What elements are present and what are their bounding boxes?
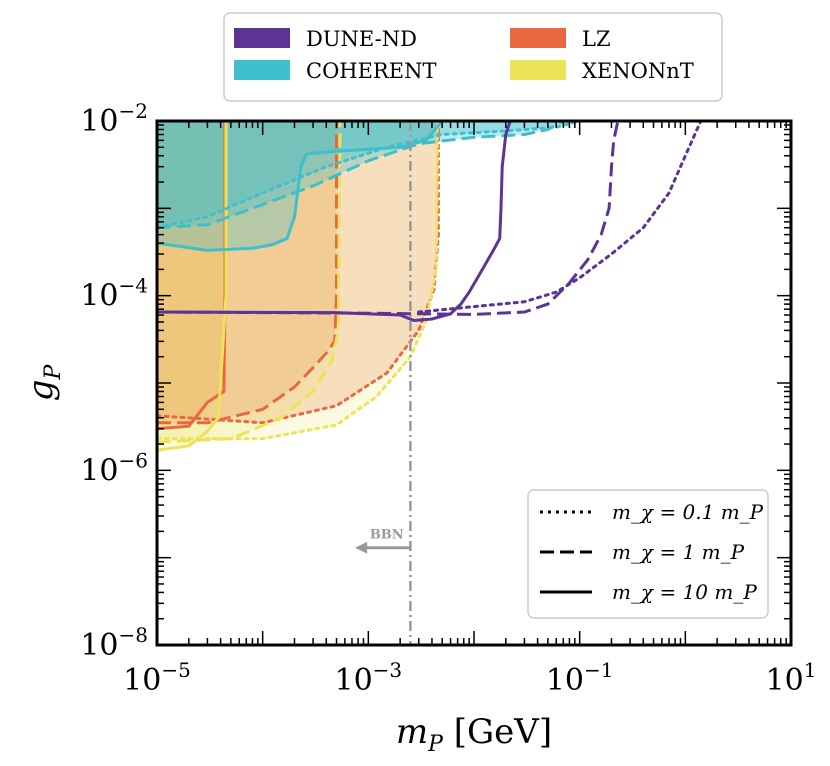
bbn-label: BBN (370, 528, 404, 543)
style-legend-box (527, 489, 769, 619)
curve-xenonnt-dashed (157, 121, 342, 444)
curve-coherent-dashed (157, 121, 565, 230)
plot-frame (155, 119, 793, 647)
y-axis-title: gP (21, 364, 66, 402)
curve-lz-dashed (157, 121, 338, 425)
legend-label-xenonnt: XENONnT (582, 59, 694, 83)
experiment-legend: DUNE-ND COHERENT LZ XENONnT (223, 12, 723, 102)
curve-lz-dotted (157, 121, 440, 425)
legend-style-label-dashed: m_χ = 1 m_P (612, 540, 745, 564)
y-tick-label: 10−6 (80, 448, 148, 488)
fill-lz-dashed (157, 121, 337, 423)
legend-swatch-xenonnt (510, 60, 566, 80)
legend-style-label-solid: m_χ = 10 m_P (612, 580, 757, 604)
x-tick-label: 10−3 (334, 658, 402, 698)
y-tick-label: 10−2 (80, 99, 148, 139)
legend-swatch-coherent (234, 60, 290, 80)
curve-dune-nd-dotted (417, 121, 703, 314)
bbn-arrowhead (355, 541, 368, 554)
fill-coherent-dashed (157, 121, 564, 228)
style-legend: m_χ = 0.1 m_P m_χ = 1 m_P m_χ = 10 m_P (527, 489, 769, 619)
curve-xenonnt-dotted (157, 121, 439, 441)
y-tick-label: 10−8 (80, 623, 148, 663)
legend-label-dune-nd: DUNE-ND (306, 27, 417, 51)
legend-label-lz: LZ (582, 27, 611, 51)
x-tick-label: 10−5 (123, 658, 191, 698)
fill-xenonnt-solid (157, 121, 226, 451)
x-tick-label: 101 (766, 658, 817, 698)
constraint-curves (157, 121, 703, 452)
y-tick-label: 10−4 (80, 274, 148, 314)
curve-coherent-solid (157, 121, 444, 252)
legend-style-label-dotted: m_χ = 0.1 m_P (612, 500, 764, 524)
bbn-annotation: BBN (355, 121, 412, 645)
curve-dune-nd-solid (157, 121, 512, 323)
curve-xenonnt-solid (157, 121, 228, 452)
axis-tick-labels: 10−5 10−3 10−1 101 10−8 10−6 10−4 10−2 (80, 99, 816, 698)
experiment-legend-box (223, 12, 723, 102)
legend-swatch-lz (510, 28, 566, 48)
x-tick-label: 10−1 (546, 658, 614, 698)
legend-label-coherent: COHERENT (306, 59, 436, 83)
fill-lz-solid (157, 121, 225, 429)
x-axis-title: mP [GeV] (396, 712, 552, 757)
legend-swatch-dune-nd (234, 28, 290, 48)
fill-coherent-dotted (157, 121, 580, 228)
fill-xenonnt-dashed (157, 121, 341, 443)
